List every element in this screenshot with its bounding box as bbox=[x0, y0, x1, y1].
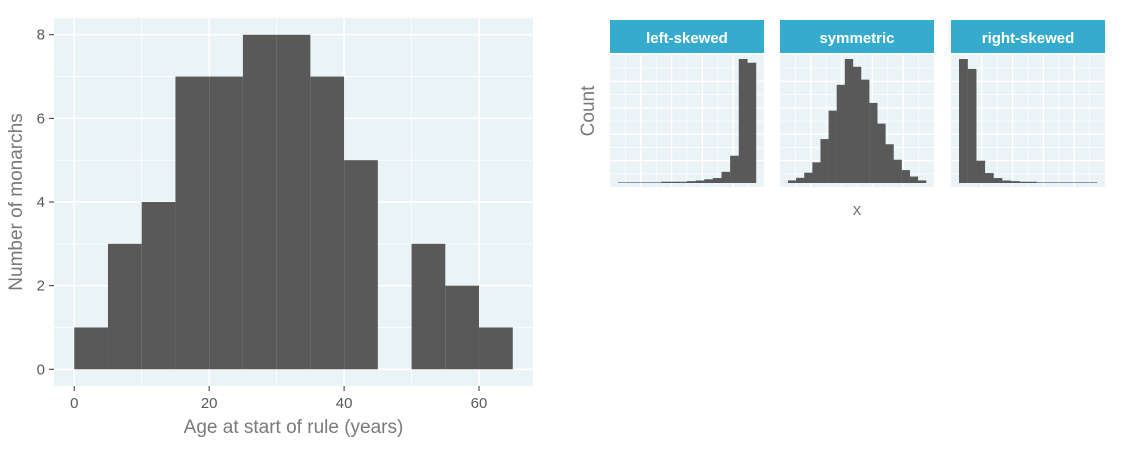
facet-histogram-bar bbox=[877, 123, 886, 183]
facet-y-axis-title: Count bbox=[578, 85, 599, 136]
histogram-bar bbox=[445, 285, 480, 370]
facet-histogram-bar bbox=[1062, 182, 1072, 183]
facet-histogram-bar bbox=[820, 139, 829, 183]
histogram-bar bbox=[344, 160, 378, 370]
facet-histogram-bar bbox=[678, 181, 688, 183]
facet-strip bbox=[610, 20, 764, 53]
facet-histogram-bar bbox=[1079, 182, 1089, 183]
facet-histogram-bar bbox=[618, 182, 627, 183]
facet-histogram-bar bbox=[1045, 182, 1055, 183]
facet-strip-label: right-skewed bbox=[982, 30, 1075, 47]
facet-symmetric: symmetric bbox=[780, 20, 934, 187]
facet-histogram-bar bbox=[959, 59, 968, 183]
y-axis-ticks: 0 2 4 6 8 bbox=[37, 27, 54, 378]
facet-histogram-bar bbox=[976, 160, 986, 183]
y-tick-label: 8 bbox=[37, 27, 45, 44]
histogram-bars bbox=[74, 34, 513, 370]
facet-histogram-bar bbox=[661, 181, 670, 183]
y-tick-label: 4 bbox=[37, 194, 45, 211]
histogram-bar bbox=[209, 76, 243, 370]
facet-histogram-bar bbox=[721, 171, 731, 183]
facet-histogram-bar bbox=[844, 59, 854, 183]
facet-histogram-bar bbox=[852, 66, 862, 183]
facet-strip bbox=[951, 20, 1105, 53]
facet-histogram-bar bbox=[869, 102, 878, 183]
facet-strip-label: left-skewed bbox=[646, 30, 728, 47]
facet-histogram-bar bbox=[967, 68, 977, 183]
facet-histogram-bar bbox=[704, 179, 714, 183]
facet-x-axis-title: x bbox=[853, 200, 862, 219]
facet-histogram-bar bbox=[635, 182, 645, 183]
facet-histogram-bar bbox=[917, 180, 927, 183]
x-tick-label: 60 bbox=[471, 395, 488, 412]
skew-facet-histograms: left-skewed symmetric right-skewed bbox=[610, 20, 1105, 187]
facet-histogram-bar bbox=[643, 182, 653, 183]
facet-histogram-bar bbox=[738, 59, 748, 183]
facet-histogram-bar bbox=[812, 162, 821, 183]
facet-strip-label: symmetric bbox=[819, 30, 894, 47]
facet-histogram-bar bbox=[901, 170, 910, 183]
facet-histogram-bar bbox=[626, 182, 636, 183]
facet-histogram-bar bbox=[861, 79, 870, 183]
facet-histogram-bar bbox=[1019, 181, 1029, 183]
histogram-bar bbox=[479, 327, 513, 370]
facet-histogram-bar bbox=[788, 180, 797, 183]
histogram-bar bbox=[411, 243, 446, 370]
facet-histogram-bar bbox=[1028, 181, 1037, 183]
x-tick-label: 0 bbox=[70, 395, 78, 412]
monarch-age-histogram: 0 2 4 6 8 0 20 40 60 Age at start of rule (year… bbox=[6, 18, 533, 438]
x-tick-label: 40 bbox=[336, 395, 353, 412]
x-axis-ticks: 0 20 40 60 bbox=[70, 386, 487, 412]
facet-histogram-bar bbox=[893, 159, 902, 183]
facet-histogram-bar bbox=[1036, 182, 1046, 183]
x-axis-title: Age at start of rule (years) bbox=[184, 417, 404, 438]
facet-histogram-bar bbox=[652, 182, 662, 183]
facet-strip bbox=[780, 20, 934, 53]
facet-histogram-bar bbox=[1071, 182, 1080, 183]
facet-histogram-bar bbox=[796, 177, 805, 183]
facet-histogram-bar bbox=[1002, 180, 1011, 183]
facet-histogram-bar bbox=[1088, 182, 1098, 183]
x-tick-label: 20 bbox=[201, 395, 218, 412]
facet-histogram-bar bbox=[1053, 182, 1063, 183]
facet-histogram-bar bbox=[687, 181, 696, 183]
facet-right-skewed: right-skewed bbox=[951, 20, 1105, 187]
facet-histogram-bar bbox=[984, 173, 994, 183]
histogram-bar bbox=[141, 202, 176, 370]
facet-histogram-bar bbox=[747, 62, 757, 183]
y-axis-title: Number of monarchs bbox=[6, 113, 27, 290]
facet-left-skewed: left-skewed bbox=[610, 20, 764, 187]
facet-histogram-bar bbox=[909, 176, 919, 183]
facet-histogram-bar bbox=[885, 144, 894, 183]
facet-histogram-bar bbox=[695, 180, 705, 183]
histogram-bar bbox=[107, 243, 142, 370]
y-tick-label: 0 bbox=[37, 361, 45, 378]
histogram-bar bbox=[310, 76, 345, 370]
histogram-bar bbox=[74, 327, 108, 370]
facet-histogram-bar bbox=[730, 155, 739, 183]
facet-histogram-bar bbox=[993, 178, 1003, 183]
facet-histogram-bar bbox=[712, 178, 722, 183]
histogram-bar bbox=[242, 34, 277, 370]
facet-histogram-bar bbox=[836, 84, 846, 183]
facet-histogram-bar bbox=[828, 110, 837, 183]
y-tick-label: 6 bbox=[37, 110, 45, 127]
facet-histogram-bar bbox=[804, 172, 813, 183]
histogram-bar bbox=[276, 34, 311, 370]
histogram-bar bbox=[175, 76, 210, 370]
facet-histogram-bar bbox=[669, 181, 679, 183]
facet-histogram-bar bbox=[1010, 181, 1020, 183]
y-tick-label: 2 bbox=[37, 278, 45, 295]
